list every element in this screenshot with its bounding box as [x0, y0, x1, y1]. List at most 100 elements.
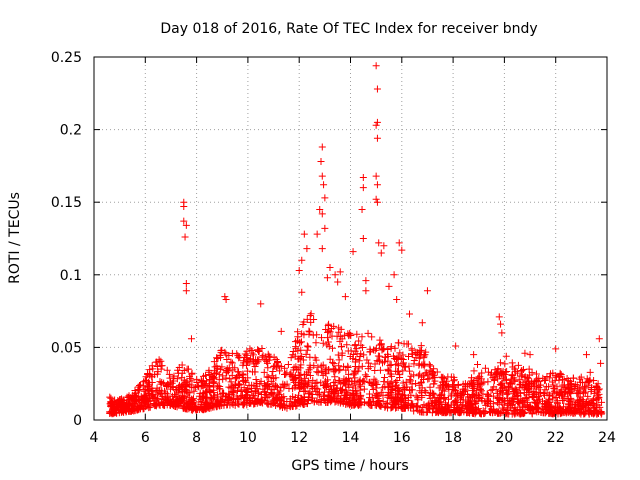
data-point [205, 366, 213, 374]
data-point [207, 395, 215, 403]
data-point [235, 400, 243, 408]
data-point [108, 399, 116, 407]
data-point [313, 331, 321, 339]
data-point [351, 358, 359, 366]
data-point [496, 391, 504, 399]
data-point [388, 394, 396, 402]
data-point [565, 404, 573, 412]
data-point [532, 370, 540, 378]
data-point [297, 377, 305, 385]
data-point [582, 408, 590, 416]
data-point [584, 392, 592, 400]
data-point [542, 383, 550, 391]
data-point [321, 381, 329, 389]
data-point [318, 210, 326, 218]
data-point [373, 380, 381, 388]
data-point [493, 409, 501, 417]
data-point [239, 370, 247, 378]
data-point [289, 376, 297, 384]
data-point [494, 365, 502, 373]
data-point [153, 363, 161, 371]
data-point [259, 352, 267, 360]
data-point [373, 198, 381, 206]
data-point [546, 401, 554, 409]
data-point [291, 352, 299, 360]
data-point [545, 396, 553, 404]
data-point [593, 388, 601, 396]
data-point [458, 389, 466, 397]
data-point [366, 345, 374, 353]
data-point [292, 382, 300, 390]
data-point [258, 397, 266, 405]
data-point [180, 380, 188, 388]
data-point [360, 385, 368, 393]
data-point [326, 264, 334, 272]
data-point [353, 330, 361, 338]
data-point [222, 295, 230, 303]
data-point [430, 390, 438, 398]
data-point [188, 399, 196, 407]
data-point [375, 239, 383, 247]
data-point [333, 332, 341, 340]
data-point [224, 397, 232, 405]
data-point [259, 385, 267, 393]
data-point [352, 368, 360, 376]
data-point [254, 388, 262, 396]
data-point [351, 384, 359, 392]
data-point [182, 287, 190, 295]
data-point [393, 391, 401, 399]
data-point [216, 383, 224, 391]
data-point [310, 398, 318, 406]
data-point [265, 392, 273, 400]
data-point [215, 376, 223, 384]
data-point [536, 389, 544, 397]
data-point [336, 398, 344, 406]
data-point [306, 328, 314, 336]
data-point [492, 385, 500, 393]
data-point [323, 274, 331, 282]
data-point [595, 335, 603, 343]
data-point [375, 341, 383, 349]
data-point [345, 370, 353, 378]
data-point [263, 373, 271, 381]
data-point [547, 410, 555, 418]
data-point [535, 377, 543, 385]
data-point [334, 392, 342, 400]
data-point [429, 373, 437, 381]
data-point [344, 364, 352, 372]
data-point [215, 401, 223, 409]
data-point [312, 339, 320, 347]
data-point [350, 367, 358, 375]
data-point [353, 345, 361, 353]
data-point [449, 382, 457, 390]
data-point [400, 340, 408, 348]
data-point [355, 337, 363, 345]
data-point [508, 359, 516, 367]
data-point [225, 390, 233, 398]
data-point [373, 390, 381, 398]
data-point [223, 355, 231, 363]
data-point [179, 392, 187, 400]
data-point [340, 375, 348, 383]
data-point [277, 327, 285, 335]
data-point [304, 343, 312, 351]
data-point [331, 271, 339, 279]
data-point [551, 376, 559, 384]
data-point [163, 366, 171, 374]
data-point [399, 379, 407, 387]
data-point [394, 339, 402, 347]
data-point [571, 381, 579, 389]
data-point [237, 392, 245, 400]
data-point [275, 391, 283, 399]
data-point [472, 406, 480, 414]
data-point [397, 355, 405, 363]
data-point [414, 406, 422, 414]
data-point [304, 397, 312, 405]
data-point [276, 367, 284, 375]
data-point [552, 345, 560, 353]
data-point [359, 235, 367, 242]
data-point [396, 394, 404, 402]
data-point [371, 360, 379, 368]
data-point [241, 399, 249, 407]
data-point [464, 398, 472, 406]
